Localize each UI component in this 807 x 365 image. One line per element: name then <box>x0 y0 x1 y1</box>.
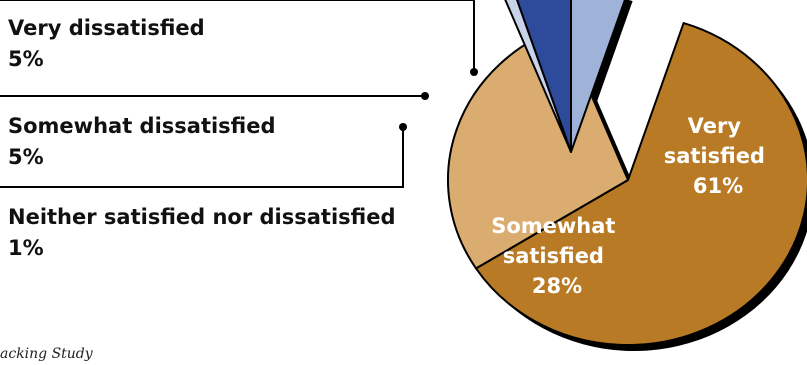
pie-slice-0 <box>475 22 807 346</box>
leader-neither-dot <box>399 123 407 131</box>
slice-label-very-dissatisfied: Very dissatisfied 5% <box>8 16 212 71</box>
leader-very-dissatisfied <box>0 0 475 72</box>
slice-label-somewhat-satisfied: Somewhat satisfied 28% <box>491 214 623 298</box>
pie-slice-2 <box>504 0 572 153</box>
pie-slice-4 <box>570 0 626 153</box>
leader-lines <box>0 0 478 188</box>
leader-very-dissatisfied-dot <box>470 68 478 76</box>
leader-somewhat-dissatisfied-dot <box>421 92 429 100</box>
pie-slices <box>447 0 807 346</box>
source-note: acking Study <box>0 346 94 362</box>
slice-label-somewhat-dissatisfied: Somewhat dissatisfied 5% <box>8 114 283 169</box>
leader-neither <box>0 127 404 188</box>
slice-label-very-satisfied: Very satisfied 61% <box>664 114 773 198</box>
slice-label-neither: Neither satisfied nor dissatisfied 1% <box>8 205 403 260</box>
pie-slice-3 <box>516 0 572 153</box>
